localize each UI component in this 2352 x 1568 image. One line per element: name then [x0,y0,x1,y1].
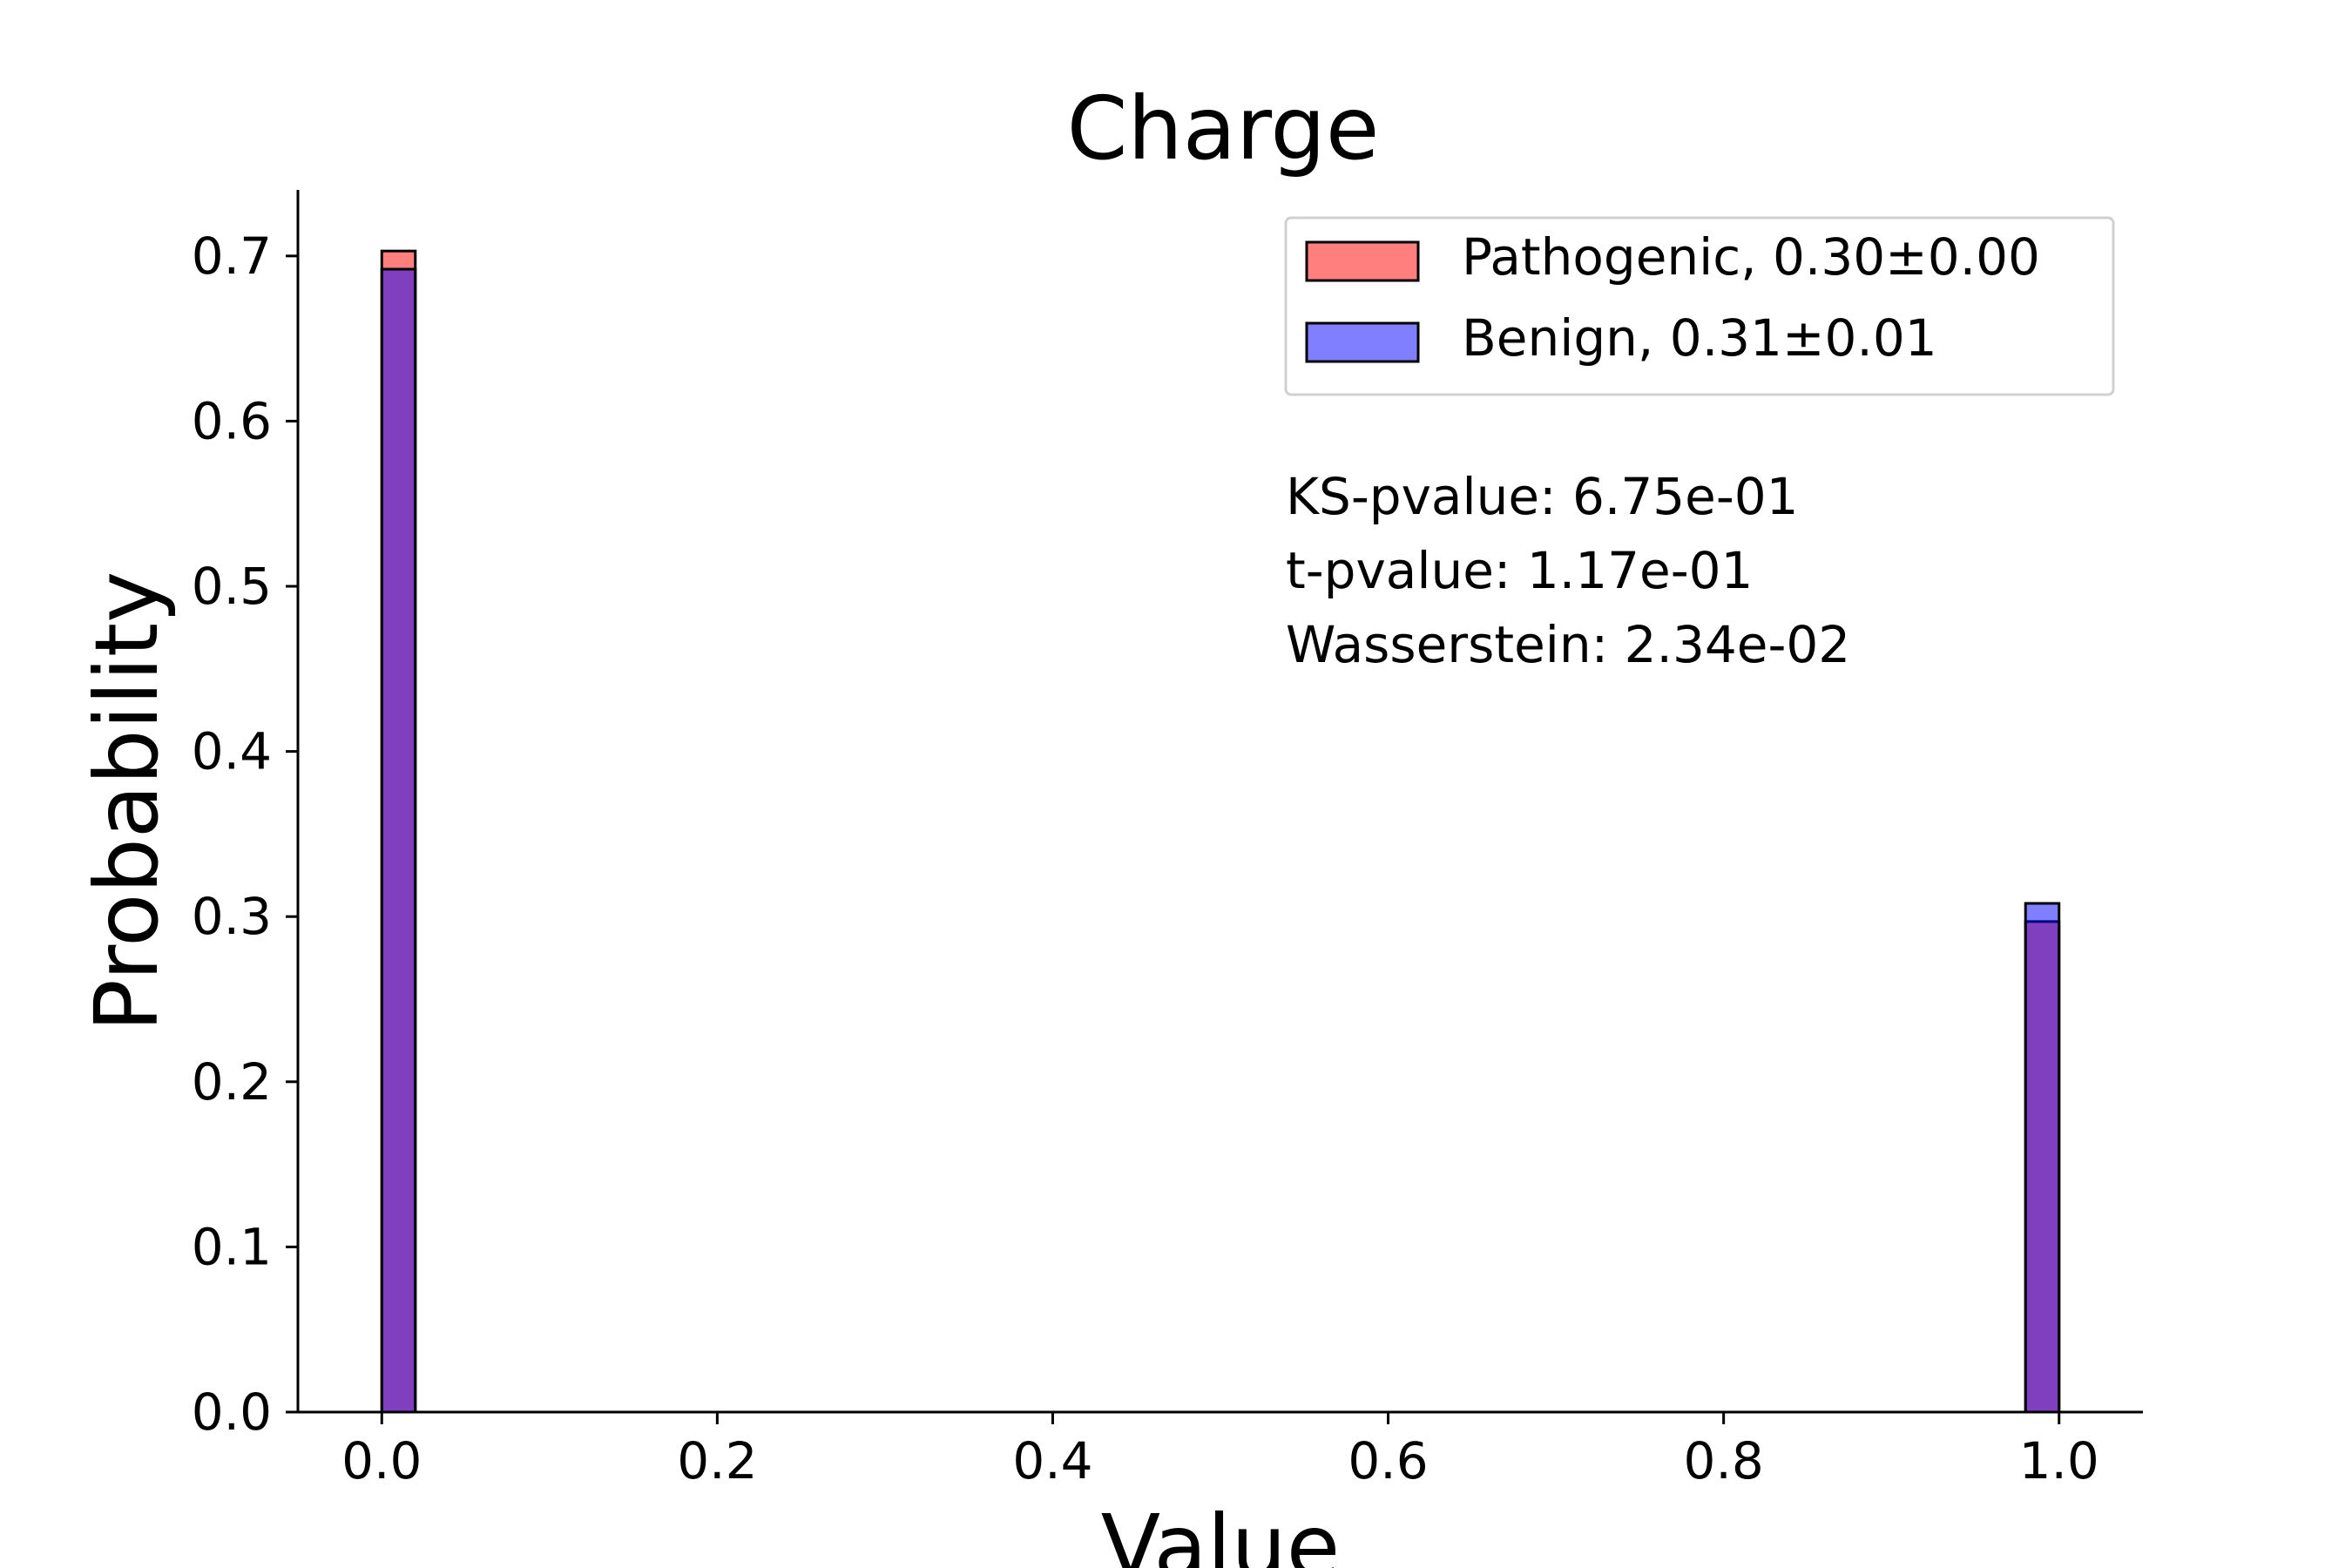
legend: Pathogenic, 0.30±0.00 Benign, 0.31±0.01 [1284,216,2115,396]
x-tick-label: 0.2 [677,1431,757,1490]
legend-frame [1284,216,2115,396]
y-tick-label: 0.5 [192,557,272,616]
bar-benign-1 [2024,902,2061,1414]
bar-benign-0 [380,267,417,1414]
y-tick-label: 0.2 [192,1052,272,1112]
wasserstein-text: Wasserstein: 2.34e-02 [1286,615,1850,674]
x-axis-label: Value [1101,1496,1341,1568]
y-tick-label: 0.1 [192,1217,272,1276]
legend-swatch-pathogenic [1305,240,1420,282]
x-tick-label: 0.4 [1012,1431,1092,1490]
y-tick-label: 0.0 [192,1382,272,1442]
bars-group [380,249,2061,1414]
y-tick-label: 0.7 [192,226,272,286]
y-ticks-group: 0.0 0.1 0.2 0.3 0.4 0.5 0.6 0.7 [192,226,298,1442]
ks-pvalue-text: KS-pvalue: 6.75e-01 [1286,467,1799,526]
legend-label-benign: Benign, 0.31±0.01 [1462,308,1937,368]
y-tick-label: 0.3 [192,887,272,946]
y-tick-label: 0.6 [192,391,272,450]
x-tick-label: 0.8 [1684,1431,1764,1490]
y-tick-label: 0.4 [192,722,272,781]
stats-annotation: KS-pvalue: 6.75e-01 t-pvalue: 1.17e-01 W… [1286,467,1850,674]
t-pvalue-text: t-pvalue: 1.17e-01 [1286,541,1753,600]
x-tick-label: 1.0 [2019,1431,2099,1490]
x-tick-label: 0.0 [341,1431,422,1490]
chart-title: Charge [1067,78,1380,179]
x-ticks-group: 0.0 0.2 0.4 0.6 0.8 1.0 [341,1412,2099,1490]
legend-swatch-benign [1305,321,1420,363]
legend-label-pathogenic: Pathogenic, 0.30±0.00 [1462,227,2040,287]
y-axis-label: Probability [76,571,178,1032]
x-tick-label: 0.6 [1348,1431,1428,1490]
